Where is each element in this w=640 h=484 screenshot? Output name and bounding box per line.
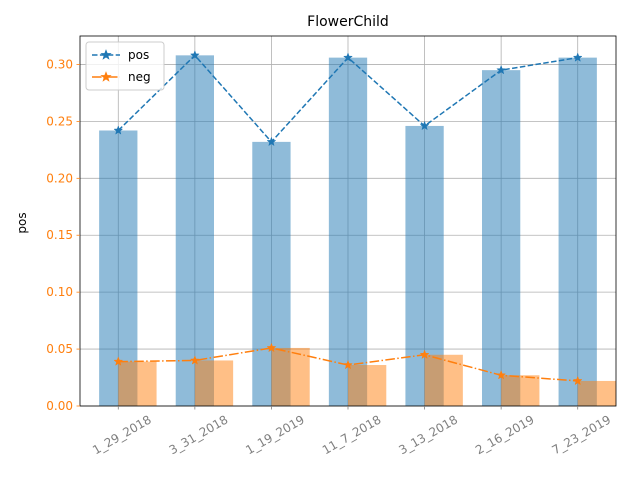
series-neg-point	[419, 349, 430, 359]
bar-pos	[482, 70, 521, 407]
bar-neg	[424, 354, 463, 406]
series-neg-point	[189, 355, 200, 365]
x-tick-label: 11_7_2018	[320, 412, 384, 457]
series-neg-point	[113, 356, 124, 366]
series-pos-point	[113, 125, 124, 135]
legend-marker	[100, 49, 112, 60]
y-tick-label: 0.10	[46, 285, 73, 299]
series-lines	[113, 50, 583, 386]
x-tick-label: 3_13_2018	[396, 412, 460, 457]
y-tick-label: 0.30	[46, 57, 73, 71]
bar-neg	[577, 380, 616, 406]
bar-neg	[501, 375, 540, 406]
series-neg-point	[572, 375, 583, 386]
legend-box	[85, 41, 165, 91]
bar-neg	[194, 360, 234, 406]
legend-marker	[100, 71, 112, 82]
bar-pos	[558, 57, 597, 406]
series-neg-point	[343, 359, 353, 370]
bar-neg	[118, 361, 157, 406]
y-axis-label: pos	[15, 212, 29, 233]
bar-pos	[328, 57, 368, 406]
x-tick-label: 2_16_2019	[473, 412, 537, 457]
x-tick-label: 1_29_2018	[90, 412, 154, 457]
series-pos-point	[419, 120, 430, 131]
legend: pos neg	[85, 41, 165, 91]
bar-pos	[175, 55, 214, 406]
bars	[99, 55, 616, 407]
series-neg-point	[496, 370, 507, 380]
y-tick-label: 0.05	[46, 342, 73, 356]
bar-neg	[271, 347, 310, 406]
y-tick-label: 0.15	[46, 228, 73, 242]
series-neg-point	[266, 342, 277, 353]
series-pos-point	[572, 52, 583, 62]
x-tick-label: 3_31_2018	[167, 412, 231, 457]
series-pos-point	[343, 52, 353, 62]
series-pos-point	[189, 50, 200, 60]
bar-neg	[348, 365, 387, 406]
legend-label: pos	[128, 48, 149, 62]
y-tick-label: 0.20	[46, 171, 73, 185]
series-pos-point	[266, 136, 277, 147]
y-tick-label: 0.00	[46, 399, 73, 413]
legend-label: neg	[128, 70, 151, 84]
y-tick-label: 0.25	[46, 114, 73, 128]
chart-title: FlowerChild	[307, 14, 389, 30]
x-tick-label: 7_23_2019	[550, 412, 614, 457]
series-pos-point	[496, 64, 507, 75]
x-tick-label: 1_19_2019	[243, 412, 307, 457]
